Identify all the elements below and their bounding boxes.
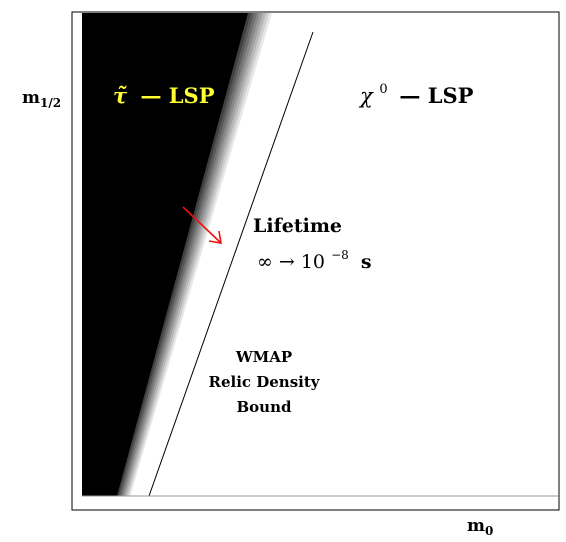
wmap-bound-line (148, 31, 314, 496)
lifetime-formula: ∞ → 10 −8 s (257, 242, 372, 273)
wmap-line-2: Relic Density (208, 373, 320, 391)
x-axis-label-main: m (467, 516, 485, 536)
lifetime-arrow (182, 206, 222, 244)
x-axis-label-sub: 0 (485, 524, 494, 538)
y-axis-label: m1/2 (22, 88, 62, 110)
neutralino-superscript: 0 (379, 82, 387, 97)
lifetime-title: Lifetime (253, 215, 342, 237)
lifetime-range: ∞ → 10 (257, 251, 325, 273)
neutralino-symbol: χ (358, 84, 374, 108)
stau-text: — LSP (140, 83, 214, 108)
neutralino-lsp-label: χ 0 — LSP (358, 74, 474, 108)
stau-lsp-region (82, 13, 248, 496)
lifetime-unit: s (361, 251, 372, 273)
wmap-line-1: WMAP (235, 348, 292, 366)
neutralino-text: — LSP (399, 83, 473, 108)
stau-symbol: τ̃ (113, 83, 128, 108)
y-axis-label-main: m (22, 88, 40, 108)
x-axis-label: m0 (467, 516, 494, 538)
wmap-line-3: Bound (237, 398, 292, 416)
lifetime-exponent: −8 (331, 248, 349, 262)
stau-lsp-label: τ̃ — LSP (113, 83, 215, 108)
y-axis-label-sub: 1/2 (40, 96, 62, 110)
